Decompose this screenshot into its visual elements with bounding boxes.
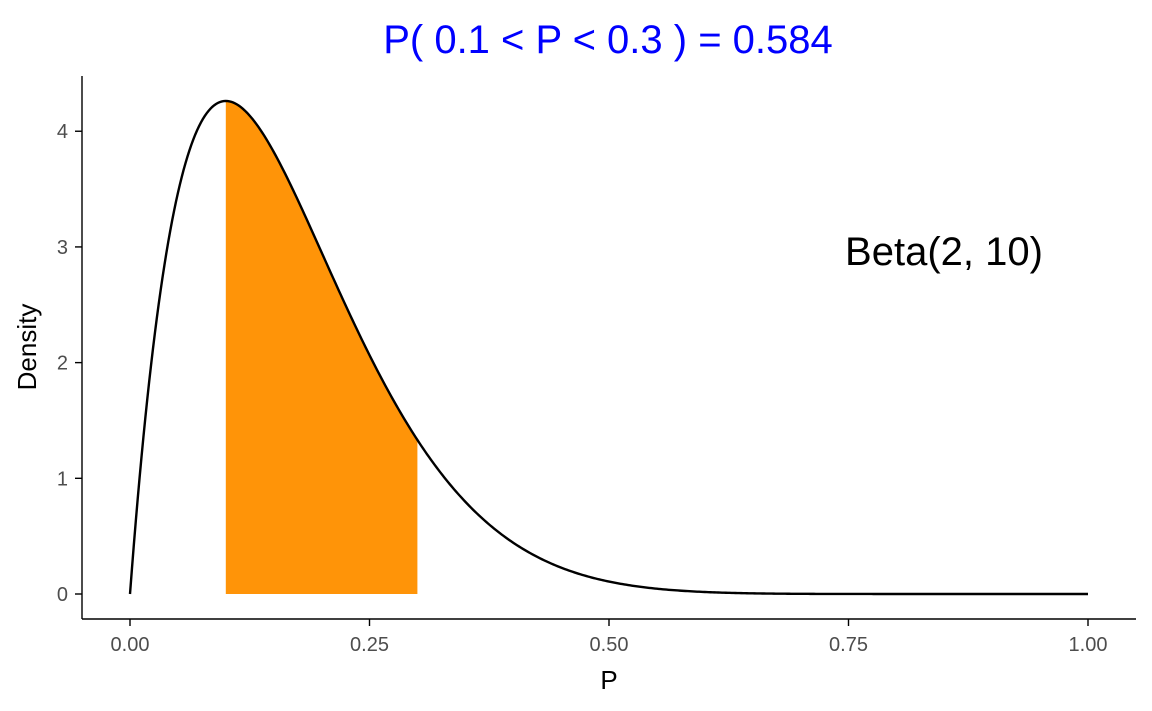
y-tick-label: 4 — [57, 121, 68, 143]
x-ticks: 0.00 0.25 0.50 0.75 1.00 — [111, 619, 1108, 656]
y-tick-label: 3 — [57, 237, 68, 259]
y-axis-title: Density — [12, 304, 42, 391]
y-tick-label: 0 — [57, 584, 68, 606]
distribution-annotation: Beta(2, 10) — [845, 230, 1043, 274]
x-tick-label: 1.00 — [1069, 634, 1108, 656]
chart-title: P( 0.1 < P < 0.3 ) = 0.584 — [383, 18, 833, 62]
y-tick-label: 1 — [57, 468, 68, 490]
y-ticks: 0 1 2 3 4 — [57, 121, 82, 606]
x-axis-title: P — [600, 665, 617, 695]
x-tick-label: 0.00 — [111, 634, 150, 656]
plot-area — [128, 99, 1088, 596]
x-tick-label: 0.50 — [590, 634, 629, 656]
y-tick-label: 2 — [57, 353, 68, 375]
x-tick-label: 0.25 — [350, 634, 389, 656]
density-curve — [128, 99, 1088, 596]
x-tick-label: 0.75 — [829, 634, 868, 656]
shaded-probability-area — [225, 100, 418, 594]
